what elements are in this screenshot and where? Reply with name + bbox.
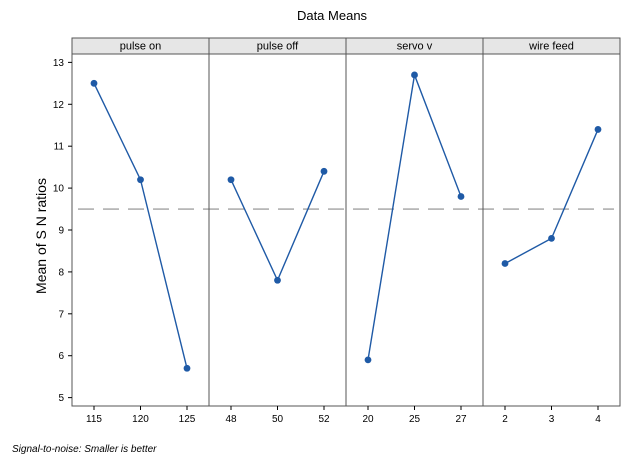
x-tick-label: 50 xyxy=(272,414,284,425)
x-tick-label: 115 xyxy=(86,414,102,425)
y-axis-label: Mean of S N ratios xyxy=(33,178,49,294)
x-tick-label: 4 xyxy=(595,414,601,425)
x-tick-label: 25 xyxy=(409,414,421,425)
data-point xyxy=(183,364,191,372)
chart-title: Data Means xyxy=(297,8,368,23)
data-point xyxy=(137,176,144,184)
y-tick-label: 8 xyxy=(58,267,64,278)
x-tick-label: 125 xyxy=(179,414,196,425)
y-tick-label: 7 xyxy=(58,309,64,320)
data-point xyxy=(364,356,372,364)
x-tick-label: 20 xyxy=(362,414,374,425)
x-tick-label: 120 xyxy=(132,414,149,425)
data-point xyxy=(457,193,465,200)
y-tick-label: 10 xyxy=(53,184,65,195)
x-tick-label: 2 xyxy=(502,414,508,425)
y-tick-label: 13 xyxy=(53,58,65,69)
x-tick-label: 3 xyxy=(549,414,555,425)
x-tick-label: 48 xyxy=(225,414,237,425)
data-point xyxy=(320,167,328,175)
data-point xyxy=(501,260,509,267)
data-point xyxy=(227,176,235,184)
y-tick-label: 9 xyxy=(58,226,64,237)
data-point xyxy=(548,234,555,242)
panel-label: pulse on xyxy=(120,41,162,53)
y-tick-label: 5 xyxy=(58,393,64,404)
y-tick-label: 11 xyxy=(54,142,65,153)
x-tick-label: 27 xyxy=(455,414,467,425)
data-point xyxy=(90,79,98,87)
panel-label: pulse off xyxy=(257,41,299,53)
y-tick-label: 12 xyxy=(53,100,65,111)
x-tick-label: 52 xyxy=(318,414,330,425)
data-point xyxy=(411,71,418,79)
y-tick-label: 6 xyxy=(58,351,64,362)
data-point xyxy=(274,276,281,284)
footnote: Signal-to-noise: Smaller is better xyxy=(12,444,157,455)
panel-label: servo v xyxy=(397,41,433,53)
data-point xyxy=(594,126,602,133)
plot-area: 5 6 7 8 9 10 11 12 13 pulse on 115 120 125 pulse off 4… xyxy=(53,37,621,425)
panel-label: wire feed xyxy=(528,41,574,53)
